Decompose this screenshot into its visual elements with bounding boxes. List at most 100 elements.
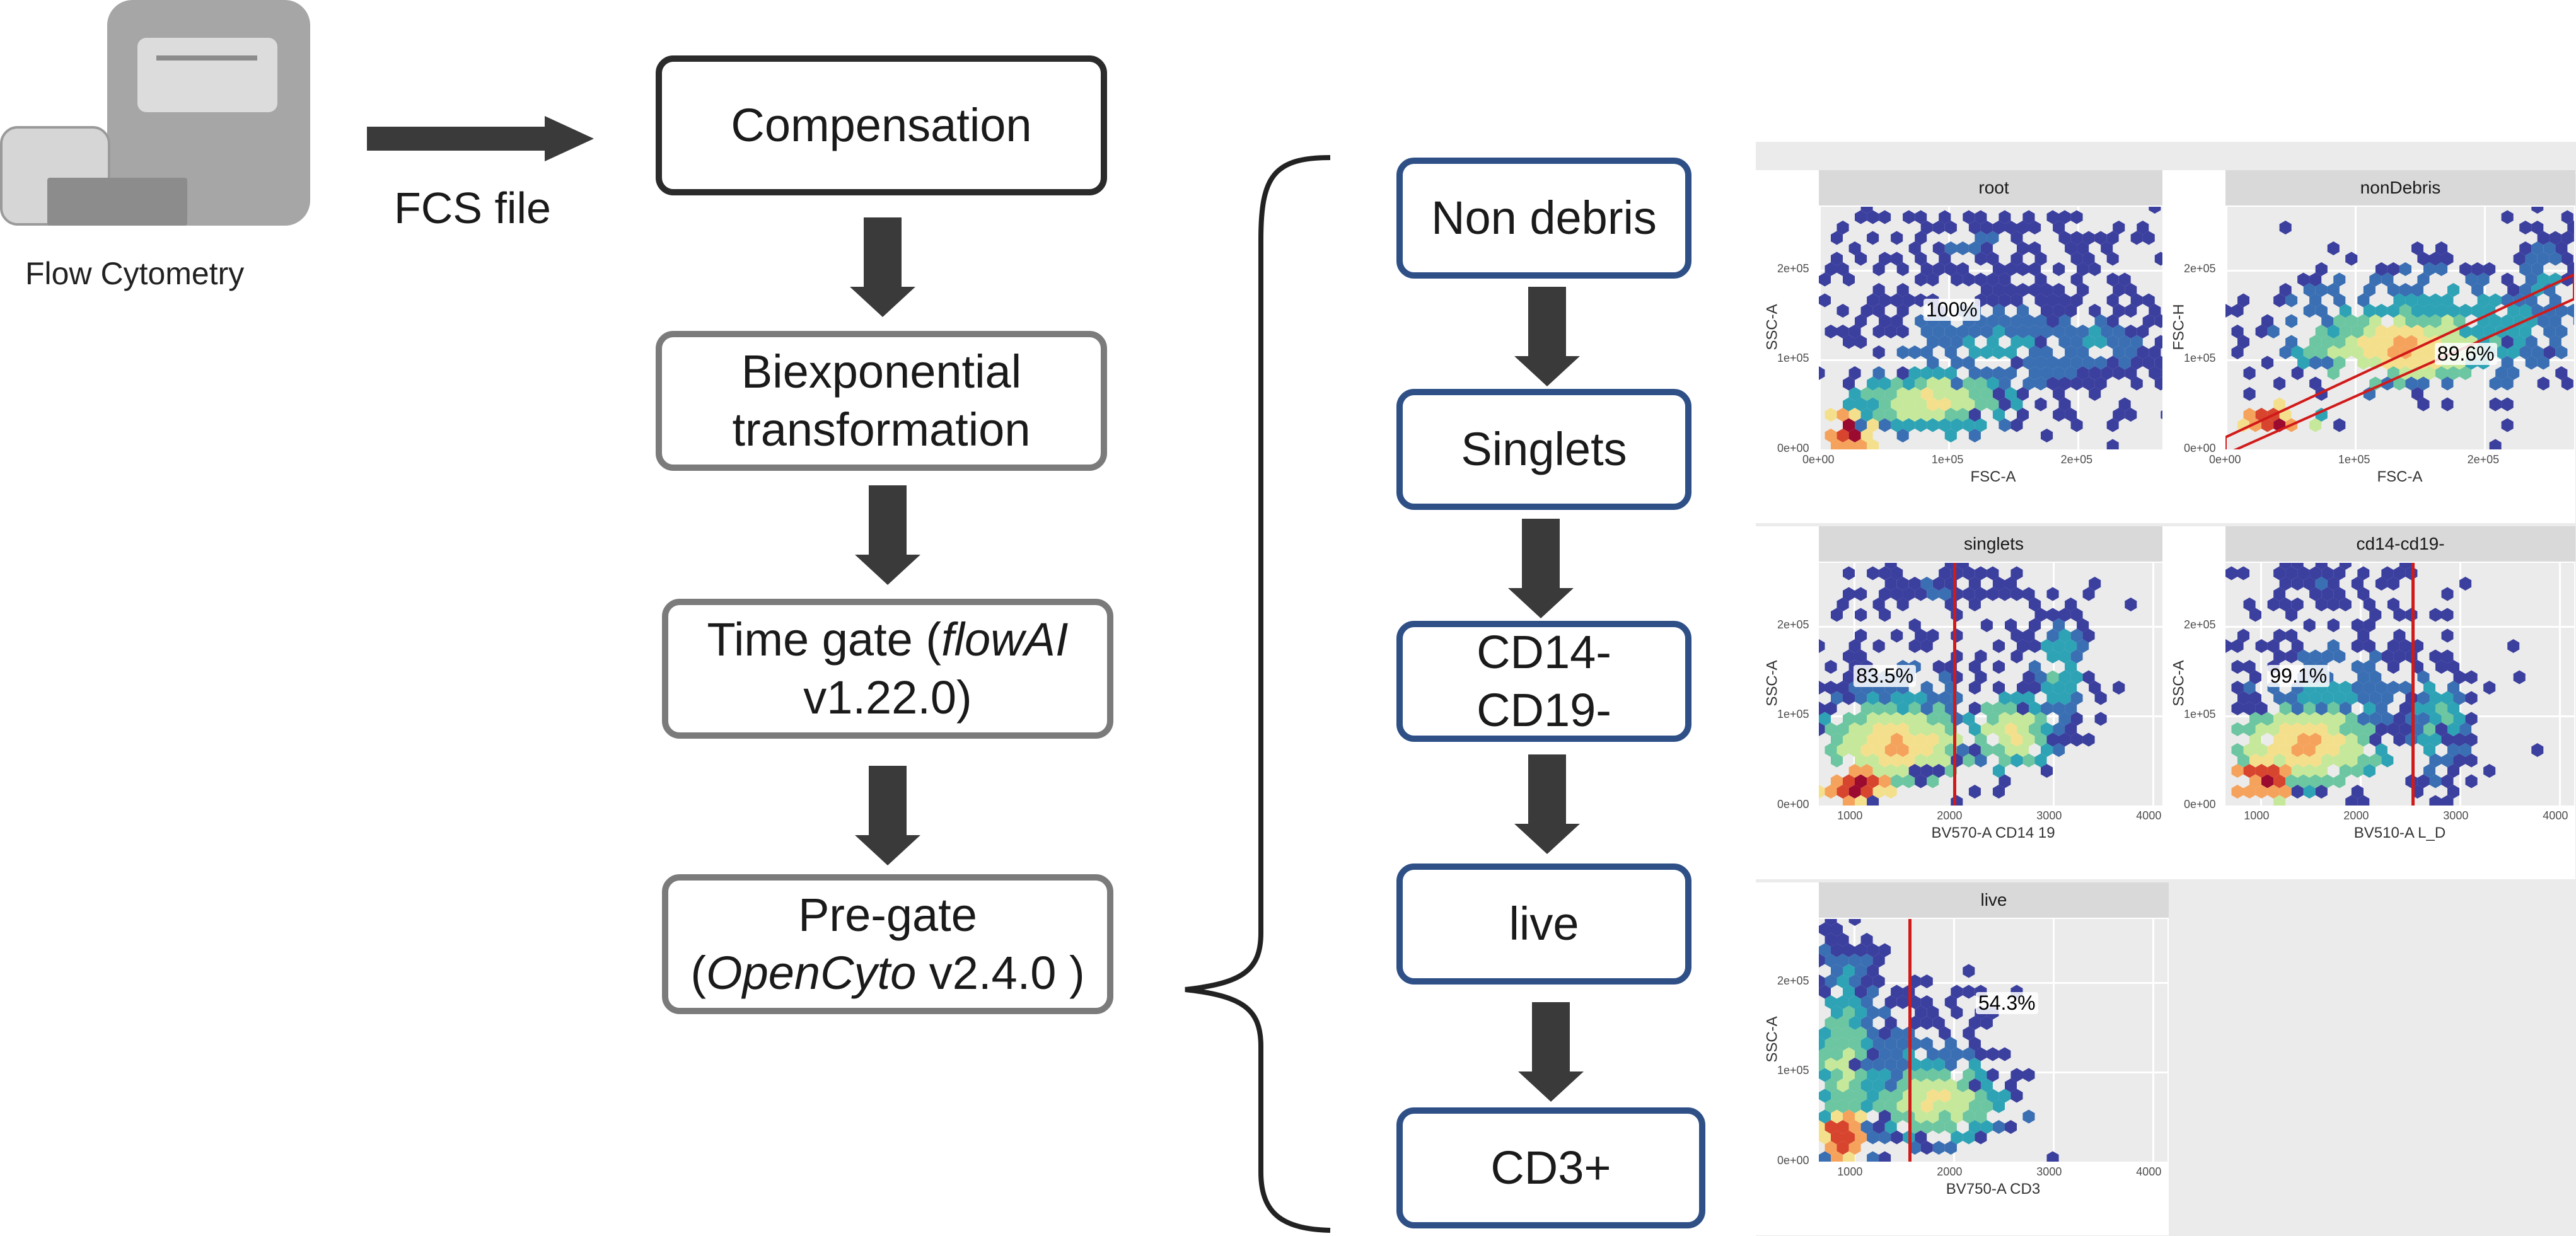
hex-bin xyxy=(2387,722,2399,736)
hex-bin xyxy=(1980,1078,1993,1092)
hex-bin xyxy=(1927,418,1939,432)
hex-bin xyxy=(1884,995,1897,1009)
x-tick-label: 3000 xyxy=(2443,809,2469,822)
hex-bin xyxy=(1932,1141,1945,1155)
hex-bin xyxy=(2255,325,2268,338)
hex-bin xyxy=(2357,732,2370,747)
hex-bin xyxy=(1872,1099,1885,1113)
hex-bin xyxy=(2082,670,2095,684)
hex-bin xyxy=(2327,598,2340,611)
x-axis-label: FSC-A xyxy=(2377,468,2423,485)
hex-bin xyxy=(1908,1037,1921,1051)
hex-bin xyxy=(1848,387,1861,401)
hex-bin xyxy=(2022,753,2035,768)
hex-bin xyxy=(2249,691,2261,705)
hex-bin xyxy=(1932,1058,1945,1071)
hex-bin xyxy=(1968,577,1981,591)
hex-bin xyxy=(1963,753,1975,768)
hex-bin xyxy=(1836,408,1849,422)
hex-bin xyxy=(1915,1089,1927,1103)
hex-bin xyxy=(1932,325,1945,338)
hex-bin xyxy=(1836,1099,1849,1113)
hex-bin xyxy=(1896,764,1909,778)
hex-bin xyxy=(1843,418,1855,432)
hex-bin xyxy=(1927,397,1939,412)
hex-bin xyxy=(2010,712,2023,726)
hex-bin xyxy=(1944,408,1957,422)
hex-bin xyxy=(2094,231,2107,245)
hex-bin xyxy=(2017,262,2029,276)
hex-bin xyxy=(2327,639,2340,653)
hex-bin xyxy=(1860,702,1873,715)
hex-bin xyxy=(2417,670,2430,684)
hex-bin xyxy=(2405,355,2418,370)
plot-area: 99.1% xyxy=(2225,563,2574,806)
hex-bin xyxy=(1920,221,1933,234)
hex-bin xyxy=(2273,628,2286,643)
hex-bin xyxy=(1951,418,1963,432)
gate-percent-label: 100% xyxy=(1923,299,1980,321)
hex-bin xyxy=(2411,241,2423,255)
hex-bin xyxy=(2321,712,2334,726)
hex-bin xyxy=(1855,1130,1867,1145)
y-tick-label: 1e+05 xyxy=(2184,708,2216,721)
hex-bin xyxy=(2429,691,2442,705)
hex-bin xyxy=(1908,387,1921,401)
hex-bin xyxy=(2447,702,2460,715)
time-gate-version: v1.22.0) xyxy=(803,671,972,724)
hex-bin xyxy=(2303,764,2316,778)
live-box: live xyxy=(1396,863,1691,985)
hex-bin xyxy=(2125,408,2137,422)
grid-line-y xyxy=(1819,981,2167,984)
hex-bin xyxy=(2022,628,2035,643)
hex-bin xyxy=(2029,221,2041,234)
hexbin-density xyxy=(1819,207,2167,449)
hex-bin xyxy=(2058,732,2071,747)
hex-bin xyxy=(2333,272,2346,287)
x-tick-label: 2e+05 xyxy=(2467,453,2500,466)
hex-bin xyxy=(1843,1151,1855,1162)
hex-bin xyxy=(1819,985,1831,999)
plot-area: 83.5% xyxy=(1819,563,2167,806)
hex-bin xyxy=(1992,262,2005,276)
hex-bin xyxy=(2125,304,2137,318)
hex-bin xyxy=(2267,764,2280,778)
hex-bin xyxy=(2417,272,2430,287)
hex-bin xyxy=(2333,774,2346,788)
hex-bin xyxy=(2089,681,2101,695)
hex-bin xyxy=(2094,314,2107,328)
hex-bin xyxy=(2351,345,2364,359)
hex-bin xyxy=(2291,366,2304,380)
hex-bin xyxy=(2029,283,2041,297)
hex-bin xyxy=(2297,774,2310,788)
y-tick-label: 0e+00 xyxy=(1777,798,1809,811)
hex-bin xyxy=(2149,366,2161,380)
hex-bin xyxy=(2447,722,2460,736)
hex-bin xyxy=(2106,439,2119,449)
hex-bin xyxy=(1836,598,1849,611)
hex-bin xyxy=(1860,1078,1873,1092)
hex-bin xyxy=(2369,691,2382,705)
hex-bin xyxy=(2070,272,2083,287)
hex-bin xyxy=(1896,387,1909,401)
hex-bin xyxy=(1920,1078,1933,1092)
hex-bin xyxy=(1908,743,1921,757)
hex-bin xyxy=(1903,712,1915,726)
panel-title: nonDebris xyxy=(2225,170,2575,205)
hex-bin xyxy=(1831,1130,1843,1145)
hex-bin xyxy=(1908,366,1921,380)
hex-bin xyxy=(1920,387,1933,401)
hex-bin xyxy=(2483,681,2496,695)
hex-bin xyxy=(2363,681,2376,695)
hex-bin xyxy=(1836,933,1849,947)
hex-bin xyxy=(2065,722,2077,736)
hex-bin xyxy=(1951,335,1963,349)
hex-bin xyxy=(2034,712,2047,726)
hex-bin xyxy=(2255,785,2268,799)
hex-bin xyxy=(1896,995,1909,1009)
hex-bin xyxy=(1891,376,1903,391)
hex-bin xyxy=(1843,335,1855,349)
hex-bin xyxy=(2225,566,2237,580)
hex-bin xyxy=(2393,608,2406,622)
hex-bin xyxy=(1999,210,2011,224)
